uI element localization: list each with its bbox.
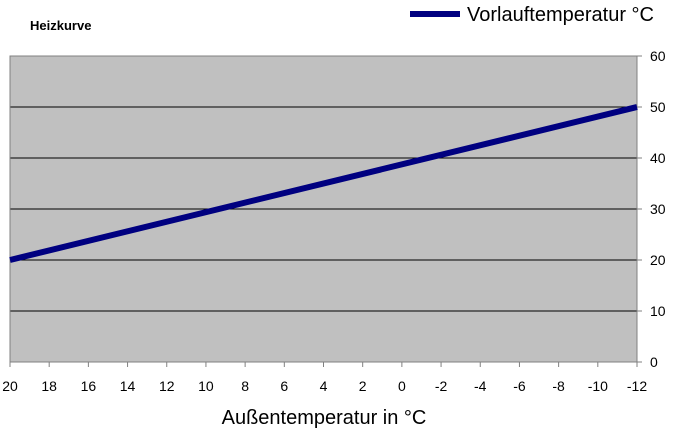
y-tick-label: 30 — [650, 201, 666, 217]
x-tick-label: 6 — [280, 378, 288, 394]
grid-lines — [10, 106, 637, 312]
x-tick-label: 20 — [2, 378, 18, 394]
y-tick-label: 40 — [650, 150, 666, 166]
y-tick-label: 50 — [650, 99, 666, 115]
x-tick-label: -4 — [474, 378, 487, 394]
series-line — [9, 104, 638, 263]
x-tick-label: 18 — [41, 378, 57, 394]
x-axis: 20 18 16 14 12 10 8 6 4 2 0 -2 -4 -6 -8 -10 -12 — [2, 362, 647, 394]
chart-title: Heizkurve — [30, 18, 91, 33]
legend: Vorlauftemperatur °C — [410, 4, 654, 26]
x-tick-label: 4 — [320, 378, 328, 394]
y-tick-label: 20 — [650, 252, 666, 268]
series-layer — [9, 104, 638, 263]
y-axis: 0 10 20 30 40 50 60 — [637, 48, 666, 370]
x-tick-label: -6 — [513, 378, 526, 394]
x-tick-label: 10 — [198, 378, 214, 394]
x-tick-label: 0 — [398, 378, 406, 394]
x-tick-label: -2 — [435, 378, 448, 394]
x-tick-label: -10 — [588, 378, 608, 394]
x-tick-label: -12 — [627, 378, 647, 394]
x-tick-label: -8 — [552, 378, 565, 394]
x-tick-label: 12 — [159, 378, 175, 394]
y-tick-label: 60 — [650, 48, 666, 64]
y-tick-label: 0 — [650, 354, 658, 370]
x-axis-title: Außentemperatur in °C — [222, 407, 427, 429]
x-tick-label: 14 — [120, 378, 136, 394]
y-tick-label: 10 — [650, 303, 666, 319]
x-tick-label: 2 — [359, 378, 367, 394]
legend-label: Vorlauftemperatur °C — [467, 4, 654, 26]
x-tick-label: 16 — [81, 378, 97, 394]
x-tick-label: 8 — [241, 378, 249, 394]
